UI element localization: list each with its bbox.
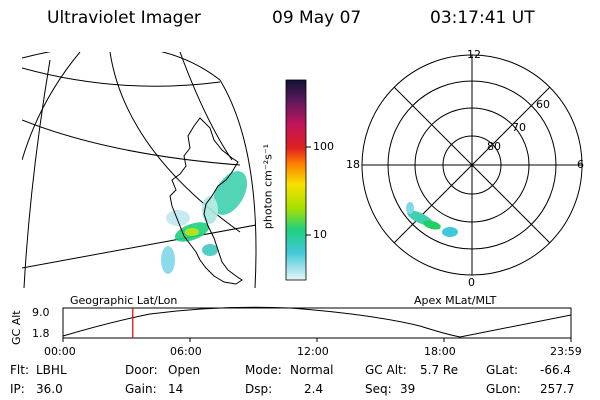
orbit-ylabel: GC Alt — [10, 310, 23, 345]
lon-line — [179, 52, 233, 161]
mlat-label-60: 60 — [536, 98, 550, 111]
mlat-label-80: 80 — [487, 140, 501, 153]
mlt-label-18: 18 — [346, 158, 360, 171]
seq-label: Seq: — [365, 382, 392, 396]
colorbar-tick-10: 10 — [313, 228, 327, 241]
polar-plot-label: Apex MLat/MLT — [414, 294, 497, 307]
orbit-xtick: 23:59 — [550, 345, 582, 358]
orbit-ytick-bottom: 1.8 — [32, 327, 50, 340]
orbit-ytick-top: 9.0 — [32, 306, 50, 319]
gain-value: 14 — [168, 382, 184, 396]
ip-value: 36.0 — [36, 382, 63, 396]
seq-value: 39 — [400, 382, 416, 396]
date-text: 09 May 07 — [272, 8, 362, 28]
mlt-label-0: 0 — [468, 276, 475, 289]
polar-aurora — [406, 202, 458, 237]
orbit-xtick: 18:00 — [424, 345, 456, 358]
flt-label: Flt: — [10, 363, 29, 377]
lon-line — [23, 59, 51, 288]
dsp-value: 2.4 — [304, 382, 324, 396]
dsp-label: Dsp: — [245, 382, 273, 396]
gcalt-value: 5.7 Re — [420, 363, 459, 377]
mode-value: Normal — [290, 363, 334, 377]
glon-label: GLon: — [486, 382, 521, 396]
orbit-xtick: 06:00 — [170, 345, 202, 358]
altitude-curve — [62, 306, 572, 338]
glat-label: GLat: — [486, 363, 519, 377]
coastline — [169, 117, 243, 285]
orbit-xtick: 12:00 — [297, 345, 329, 358]
mode-label: Mode: — [245, 363, 282, 377]
lat-line — [22, 67, 221, 87]
door-value: Open — [168, 363, 201, 377]
ip-label: IP: — [10, 382, 25, 396]
mlat-label-70: 70 — [512, 121, 526, 134]
mlt-label-6: 6 — [577, 158, 584, 171]
geo-aurora — [161, 171, 248, 274]
time-text: 03:17:41 UT — [430, 8, 535, 28]
geo-map-label: Geographic Lat/Lon — [70, 294, 178, 307]
glon-value: 257.7 — [540, 382, 575, 396]
globe-limb — [22, 52, 257, 288]
glat-value: -66.4 — [540, 363, 572, 377]
mlt-label-12: 12 — [467, 48, 481, 61]
lon-line — [22, 52, 81, 161]
flt-value: LBHL — [36, 363, 67, 377]
lat-line — [22, 119, 241, 166]
orbit-xtick: 00:00 — [44, 345, 76, 358]
gcalt-label: GC Alt: — [365, 363, 407, 377]
lat-line — [22, 224, 257, 269]
door-label: Door: — [125, 363, 158, 377]
instrument-title: Ultraviolet Imager — [47, 8, 201, 28]
colorbar-tick-100: 100 — [313, 140, 334, 153]
gain-label: Gain: — [125, 382, 157, 396]
